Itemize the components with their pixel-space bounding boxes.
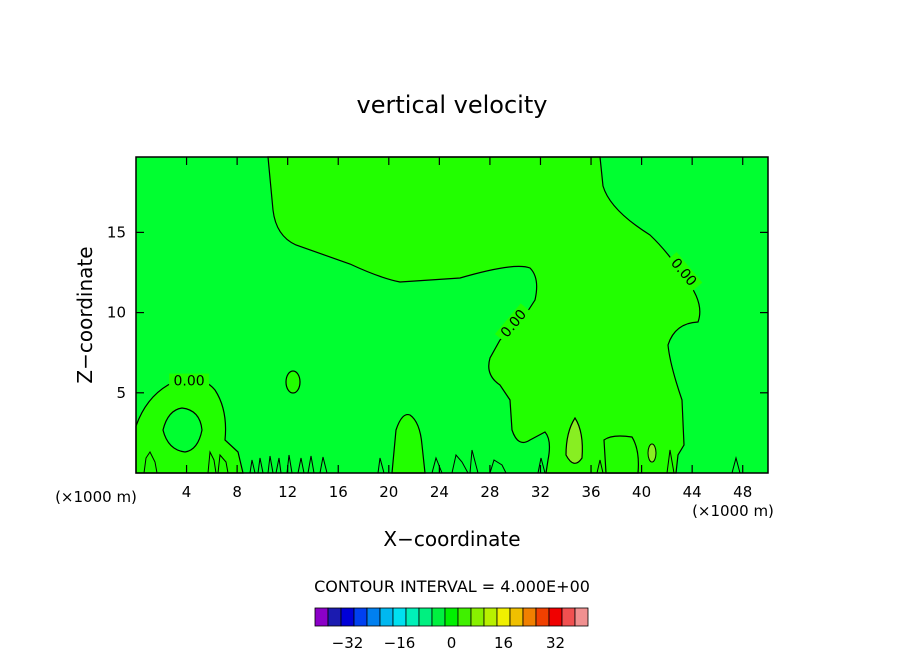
colorbar-swatch (444, 607, 459, 627)
x-axis-ticks: 4 8 12 16 20 24 28 32 36 40 44 48 (182, 157, 752, 501)
colorbar-swatch (392, 607, 407, 627)
x-tick-label: 8 (232, 483, 242, 501)
colorbar (314, 607, 589, 627)
colorbar-swatch (522, 607, 537, 627)
colorbar-swatch (340, 607, 355, 627)
x-tick-label: 36 (581, 483, 600, 501)
colorbar-tick-label: 16 (494, 634, 513, 652)
colorbar-swatch (548, 607, 563, 627)
x-tick-label: 48 (733, 483, 752, 501)
x-tick-label: 16 (329, 483, 348, 501)
colorbar-swatch (327, 607, 342, 627)
colorbar-swatch (314, 607, 329, 627)
colorbar-swatch (379, 607, 394, 627)
y-tick-label: 5 (116, 384, 126, 402)
colorbar-tick-label: 32 (546, 634, 565, 652)
colorbar-swatch (561, 607, 576, 627)
y-axis-label: Z−coordinate (73, 246, 97, 383)
colorbar-labels: −32 −16 0 16 32 (332, 634, 565, 652)
contour-cell-center (391, 413, 426, 474)
colorbar-swatch (509, 607, 524, 627)
x-tick-label: 4 (182, 483, 192, 501)
chart-title: vertical velocity (357, 91, 548, 119)
colorbar-swatch (483, 607, 498, 627)
contour-cell-left (162, 407, 203, 453)
colorbar-swatch (405, 607, 420, 627)
plot-frame (135, 156, 769, 474)
x-tick-label: 32 (531, 483, 550, 501)
y-tick-label: 15 (107, 223, 126, 241)
colorbar-tick-label: −16 (384, 634, 416, 652)
x-axis-label: X−coordinate (383, 527, 520, 551)
colorbar-swatch (535, 607, 550, 627)
colorbar-swatch (457, 607, 472, 627)
colorbar-swatch (470, 607, 485, 627)
x-tick-label: 12 (278, 483, 297, 501)
colorbar-swatch (353, 607, 368, 627)
x-tick-label: 24 (430, 483, 449, 501)
y-tick-label: 10 (107, 304, 126, 322)
x-tick-label: 40 (632, 483, 651, 501)
x-unit-left: (×1000 m) (55, 488, 137, 506)
contour-label-text: 0.00 (174, 374, 205, 390)
colorbar-swatch (496, 607, 511, 627)
contour-label-background (664, 252, 703, 293)
contour-label: 0.00 (169, 373, 210, 390)
y-axis-ticks: 5 10 15 (107, 223, 768, 402)
colorbar-swatch (366, 607, 381, 627)
contour-cell-small (285, 370, 301, 394)
plot-area (135, 156, 769, 474)
x-tick-label: 20 (379, 483, 398, 501)
colorbar-swatch (574, 607, 589, 627)
contour-cell-strong-small (647, 443, 657, 463)
x-tick-label: 44 (683, 483, 702, 501)
colorbar-tick-label: −32 (332, 634, 364, 652)
contour-cell-right (603, 435, 639, 474)
colorbar-swatch (431, 607, 446, 627)
contour-interval-text: CONTOUR INTERVAL = 4.000E+00 (314, 577, 590, 596)
contour-label-background (169, 373, 210, 390)
contour-surface-noise (143, 449, 741, 474)
x-tick-label: 28 (480, 483, 499, 501)
contour-label-background (494, 303, 533, 345)
colorbar-swatch (418, 607, 433, 627)
x-unit-right: (×1000 m) (692, 502, 774, 520)
contour-cell-strong (565, 416, 583, 464)
colorbar-tick-label: 0 (447, 634, 457, 652)
